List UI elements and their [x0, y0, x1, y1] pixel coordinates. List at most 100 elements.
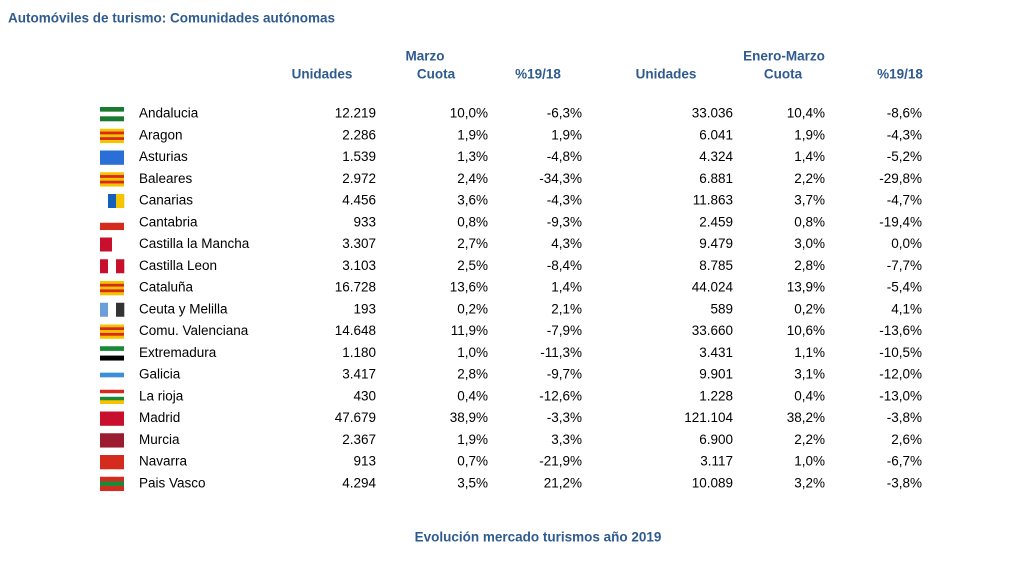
cell: -13,6%	[879, 323, 922, 338]
region-name: Andalucia	[139, 106, 199, 121]
group-header: Enero-Marzo	[743, 49, 825, 64]
cell: 3.103	[342, 258, 376, 273]
cell: -3,3%	[547, 410, 582, 425]
cell: 4.294	[342, 475, 376, 490]
flag-stripe	[100, 283, 124, 287]
flag-stripe	[100, 396, 124, 401]
cell: 3,1%	[794, 367, 825, 382]
cell: -5,2%	[887, 149, 922, 164]
cell: 0,0%	[891, 236, 922, 251]
flag-stripe	[108, 194, 117, 208]
title: Automóviles de turismo: Comunidades autó…	[8, 11, 335, 26]
cell: 2,8%	[794, 258, 825, 273]
flag-stripe	[100, 194, 109, 208]
region-name: Canarias	[139, 193, 193, 208]
cell: 1.228	[699, 388, 733, 403]
region-name: Cantabria	[139, 214, 198, 229]
cell: 4.324	[699, 149, 733, 164]
cell: 12.219	[335, 106, 376, 121]
cell: 1,9%	[551, 127, 582, 142]
flag-stripe	[100, 433, 124, 448]
flag-stripe	[100, 139, 124, 144]
flag-stripe	[100, 175, 124, 179]
flag-stripe	[100, 172, 124, 176]
cell: -19,4%	[879, 214, 922, 229]
flag-stripe	[100, 368, 124, 373]
cell: 3.417	[342, 367, 376, 382]
flag-stripe	[100, 289, 124, 293]
region-name: Baleares	[139, 171, 193, 186]
region-name: Navarra	[139, 454, 188, 469]
cell: 33.036	[692, 106, 733, 121]
cell: 2,6%	[891, 432, 922, 447]
flag-stripe	[100, 281, 124, 285]
region-name: Ceuta y Melilla	[139, 301, 228, 316]
flag-stripe	[100, 183, 124, 187]
flag-stripe	[100, 177, 124, 181]
cell: 1.180	[342, 345, 376, 360]
flag-stripe	[100, 335, 124, 339]
cell: -3,8%	[887, 475, 922, 490]
cell: 2.972	[342, 171, 376, 186]
cell: -34,3%	[539, 171, 582, 186]
cell: 1.539	[342, 149, 376, 164]
cell: 4,3%	[551, 236, 582, 251]
cell: -6,7%	[887, 454, 922, 469]
cell: -7,9%	[547, 323, 582, 338]
flag-stripe	[100, 332, 124, 336]
cell: 13,6%	[450, 280, 488, 295]
flag-stripe	[100, 128, 124, 132]
flag-stripe	[100, 389, 124, 394]
cell: 3.431	[699, 345, 733, 360]
region-name: Comu. Valenciana	[139, 323, 249, 338]
cell: -10,5%	[879, 345, 922, 360]
flag-stripe	[100, 180, 124, 184]
cell: 2,2%	[794, 432, 825, 447]
cell: 3.307	[342, 236, 376, 251]
cell: 0,4%	[457, 388, 488, 403]
cell: 4.456	[342, 193, 376, 208]
flag-stripe	[100, 237, 113, 252]
cell: -4,8%	[547, 149, 582, 164]
region-name: Asturias	[139, 149, 188, 164]
cell: 0,8%	[794, 214, 825, 229]
cell: 589	[710, 301, 733, 316]
flag-stripe	[100, 346, 124, 352]
region-name: Pais Vasco	[139, 475, 206, 490]
flag-stripe	[100, 107, 124, 112]
flag-stripe	[100, 292, 124, 296]
flag-stripe	[100, 150, 124, 165]
cell: 193	[353, 301, 376, 316]
flag-stripe	[100, 330, 124, 334]
cell: 6.900	[699, 432, 733, 447]
region-name: Aragon	[139, 127, 183, 142]
cell: 10.089	[692, 475, 733, 490]
cell: 9.479	[699, 236, 733, 251]
cell: 0,8%	[457, 214, 488, 229]
flag-stripe	[100, 486, 124, 492]
cell: 3.117	[700, 454, 733, 469]
cell: 2,1%	[551, 301, 582, 316]
cell: -4,3%	[887, 127, 922, 142]
flag-stripe	[100, 350, 124, 356]
region-name: La rioja	[139, 388, 184, 403]
flag-stripe	[100, 411, 124, 426]
footer: Evolución mercado turismos año 2019	[415, 530, 662, 545]
cell: 2,8%	[457, 367, 488, 382]
cell: 121.104	[684, 410, 733, 425]
cell: 2.459	[699, 214, 733, 229]
cell: 16.728	[335, 280, 376, 295]
flag-stripe	[100, 455, 124, 470]
cell: 3,7%	[794, 193, 825, 208]
cell: 2,4%	[457, 171, 488, 186]
cell: 10,6%	[787, 323, 825, 338]
flag-stripe	[100, 393, 124, 398]
flag-stripe	[100, 111, 124, 117]
cell: -3,8%	[887, 410, 922, 425]
cell: 38,2%	[787, 410, 825, 425]
cell: 1,4%	[551, 280, 582, 295]
flag-stripe	[116, 194, 125, 208]
cell: 6.881	[699, 171, 733, 186]
